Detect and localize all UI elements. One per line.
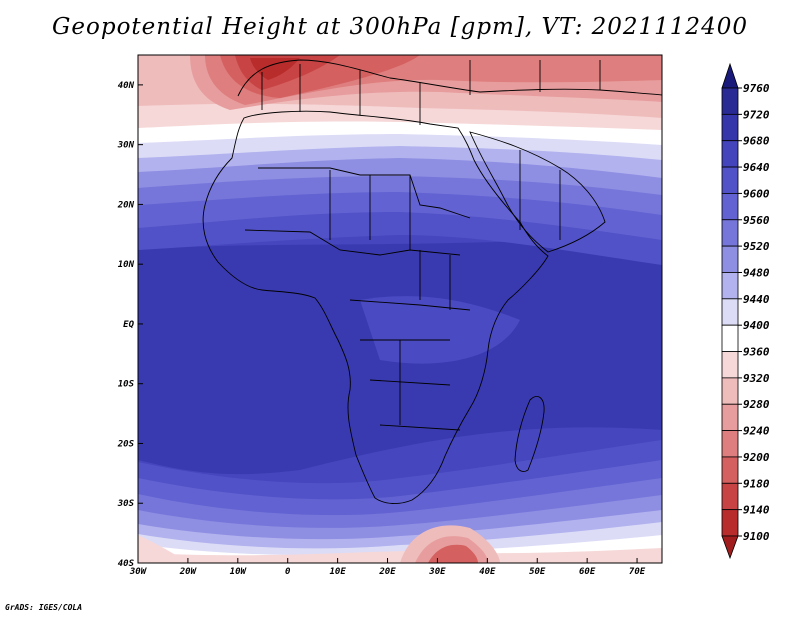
colorbar-box xyxy=(721,245,739,273)
plot-frame xyxy=(137,54,663,564)
colorbar-box xyxy=(721,324,739,352)
grads-credit: GrADS: IGES/COLA xyxy=(5,603,83,612)
colorbar-min-arrow xyxy=(721,535,739,560)
colorbar-box xyxy=(721,298,739,326)
lat-tick-label: 20N xyxy=(117,200,135,210)
lon-tick-label: 0 xyxy=(285,567,291,577)
lon-tick-label: 50E xyxy=(529,567,546,577)
height-field xyxy=(138,55,662,563)
colorbar-label: 9600 xyxy=(743,187,770,200)
lat-tick-label: 10N xyxy=(118,260,135,270)
colorbar-label: 9760 xyxy=(743,82,770,95)
colorbar-label: 9440 xyxy=(743,293,770,306)
lat-tick-label: 20S xyxy=(117,439,135,449)
latitude-axis: 40N 30N 20N 10N EQ 10S 20S 30S 40S xyxy=(117,81,143,569)
colorbar-label: 9720 xyxy=(743,108,770,121)
colorbar-box xyxy=(721,87,739,115)
lon-tick-label: 10E xyxy=(329,567,346,577)
lat-tick-label: 10S xyxy=(118,380,135,390)
colorbar-label: 9400 xyxy=(743,319,770,332)
lon-tick-label: 20W xyxy=(179,567,198,577)
colorbar-box xyxy=(721,430,739,458)
colorbar-label: 9320 xyxy=(743,372,770,385)
lat-tick-label: 30S xyxy=(117,499,135,509)
colorbar: 9760 9720 9680 9640 9600 9560 9520 9480 9440 9400… xyxy=(721,62,770,560)
colorbar-box xyxy=(721,509,739,537)
longitude-axis: 30W 20W 10W 0 10E 20E 30E 40E 50E 60E 70E xyxy=(129,558,646,577)
colorbar-label: 9140 xyxy=(743,504,770,517)
colorbar-box xyxy=(721,403,739,431)
lon-tick-label: 40E xyxy=(479,567,496,577)
colorbar-label: 9680 xyxy=(743,135,770,148)
lon-tick-label: 30W xyxy=(129,567,148,577)
colorbar-label: 9180 xyxy=(743,477,770,490)
lon-tick-label: 70E xyxy=(629,567,646,577)
lat-tick-label: 40N xyxy=(118,81,135,91)
colorbar-box xyxy=(721,272,739,300)
lon-tick-label: 30E xyxy=(428,567,446,577)
colorbar-box xyxy=(721,219,739,247)
lon-tick-label: 60E xyxy=(579,567,596,577)
colorbar-label: 9100 xyxy=(743,530,770,543)
lon-tick-label: 10W xyxy=(230,567,248,577)
colorbar-box xyxy=(721,456,739,484)
colorbar-box xyxy=(721,166,739,194)
colorbar-label: 9360 xyxy=(743,346,770,359)
chart-title: Geopotential Height at 300hPa [gpm], VT:… xyxy=(52,14,748,40)
colorbar-max-arrow xyxy=(721,62,739,89)
colorbar-box xyxy=(721,482,739,511)
lat-tick-label: 40S xyxy=(118,559,135,569)
colorbar-label: 9280 xyxy=(743,398,770,411)
colorbar-label: 9240 xyxy=(743,425,770,438)
colorbar-label: 9480 xyxy=(743,266,770,279)
colorbar-label: 9560 xyxy=(743,214,770,227)
colorbar-box xyxy=(721,377,739,405)
colorbar-box xyxy=(721,351,739,379)
lat-tick-label: EQ xyxy=(123,320,134,330)
colorbar-label: 9520 xyxy=(743,240,770,253)
colorbar-label: 9200 xyxy=(743,451,770,464)
colorbar-box xyxy=(721,193,739,221)
lat-tick-label: 30N xyxy=(117,141,135,151)
lon-tick-label: 20E xyxy=(378,567,396,577)
colorbar-label: 9640 xyxy=(743,161,770,174)
colorbar-box xyxy=(721,140,739,168)
colorbar-box xyxy=(721,113,739,142)
